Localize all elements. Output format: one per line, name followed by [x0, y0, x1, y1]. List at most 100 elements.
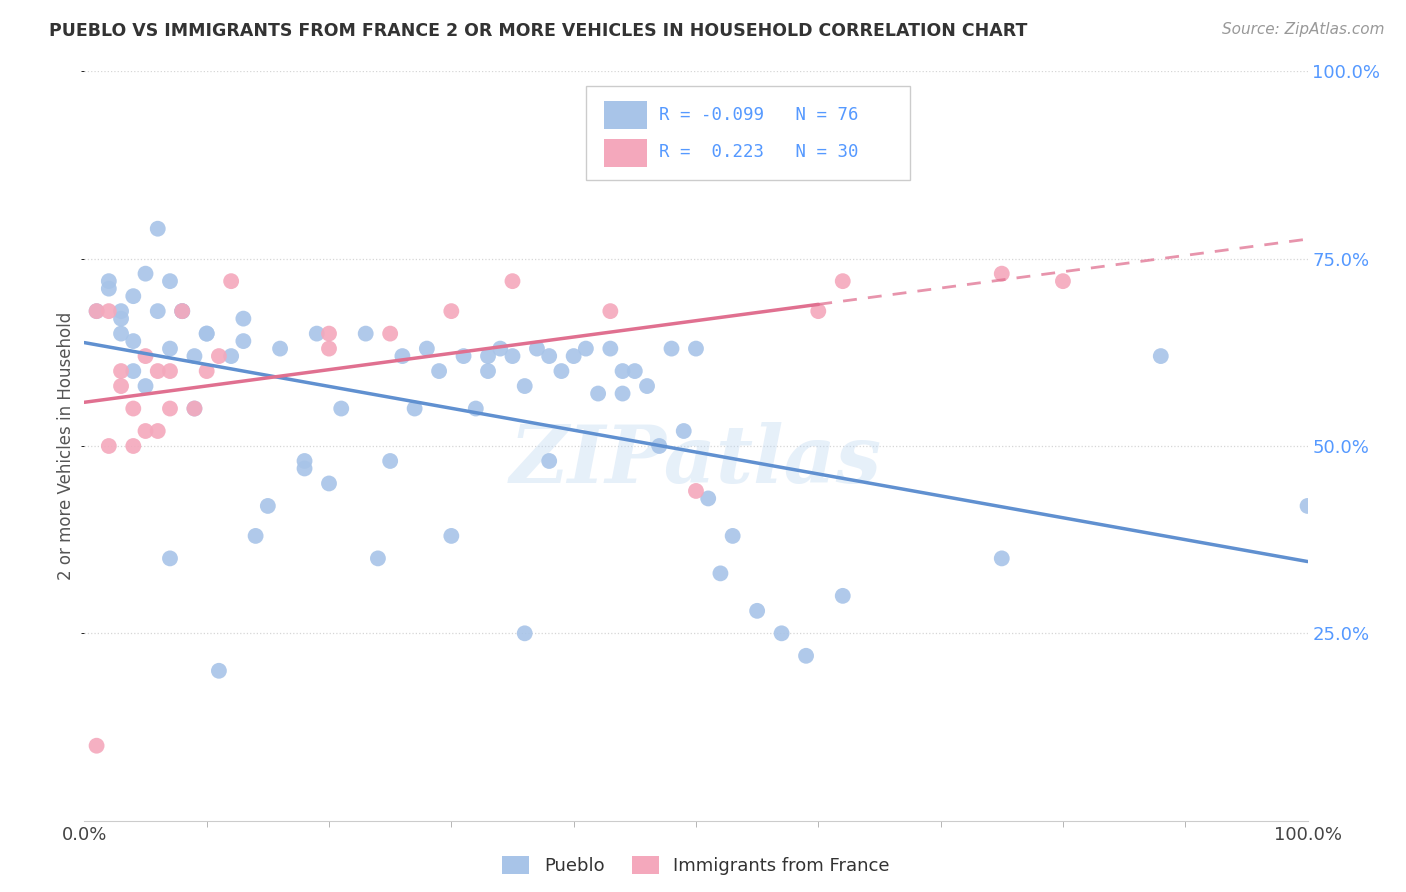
Point [97, 439, 120, 453]
Point [110, 326, 132, 341]
Point [232, 334, 254, 348]
Point [367, 551, 389, 566]
Point [159, 342, 181, 356]
Point [477, 349, 499, 363]
Point [770, 626, 793, 640]
Point [122, 334, 145, 348]
Text: PUEBLO VS IMMIGRANTS FROM FRANCE 2 OR MORE VEHICLES IN HOUSEHOLD CORRELATION CHA: PUEBLO VS IMMIGRANTS FROM FRANCE 2 OR MO… [49, 22, 1028, 40]
Point [440, 304, 463, 318]
Point [195, 364, 218, 378]
Point [122, 289, 145, 303]
Point [550, 364, 572, 378]
Point [489, 342, 512, 356]
Point [183, 401, 205, 416]
Point [110, 311, 132, 326]
Point [232, 311, 254, 326]
Point [599, 304, 621, 318]
Point [159, 401, 181, 416]
FancyBboxPatch shape [605, 139, 647, 168]
Point [159, 364, 181, 378]
Point [464, 401, 486, 416]
Point [305, 326, 328, 341]
Point [294, 454, 316, 468]
Point [538, 454, 561, 468]
Point [257, 499, 280, 513]
Point [294, 461, 316, 475]
Point [513, 379, 536, 393]
Point [575, 342, 598, 356]
Point [1296, 499, 1319, 513]
Point [330, 401, 353, 416]
Point [172, 304, 194, 318]
Point [159, 551, 181, 566]
Point [219, 274, 242, 288]
Point [599, 342, 621, 356]
Point [747, 604, 769, 618]
Point [648, 439, 671, 453]
Point [612, 386, 634, 401]
Point [562, 349, 585, 363]
Point [427, 364, 450, 378]
Point [122, 401, 145, 416]
Point [685, 483, 707, 498]
Point [502, 274, 524, 288]
Point [697, 491, 720, 506]
Point [146, 424, 169, 438]
Point [453, 349, 475, 363]
Point [269, 342, 291, 356]
Point [183, 349, 205, 363]
Point [672, 424, 695, 438]
Point [440, 529, 463, 543]
Point [195, 326, 218, 341]
Text: R = -0.099   N = 76: R = -0.099 N = 76 [659, 106, 859, 124]
Point [135, 424, 157, 438]
Text: R =  0.223   N = 30: R = 0.223 N = 30 [659, 143, 859, 161]
Point [110, 364, 132, 378]
Point [380, 454, 402, 468]
Point [97, 274, 120, 288]
Point [354, 326, 377, 341]
Point [86, 739, 108, 753]
Point [183, 401, 205, 416]
Point [513, 626, 536, 640]
FancyBboxPatch shape [586, 87, 910, 180]
Point [146, 304, 169, 318]
Point [135, 267, 157, 281]
Point [612, 364, 634, 378]
Y-axis label: 2 or more Vehicles in Household: 2 or more Vehicles in Household [56, 312, 75, 580]
Point [831, 589, 853, 603]
Point [146, 364, 169, 378]
Point [1150, 349, 1173, 363]
Point [135, 379, 157, 393]
Point [110, 379, 132, 393]
Point [991, 551, 1014, 566]
Point [831, 274, 853, 288]
Point [97, 282, 120, 296]
Point [416, 342, 439, 356]
Point [97, 304, 120, 318]
Text: Source: ZipAtlas.com: Source: ZipAtlas.com [1222, 22, 1385, 37]
Point [172, 304, 194, 318]
Point [404, 401, 426, 416]
Point [391, 349, 413, 363]
Point [685, 342, 707, 356]
FancyBboxPatch shape [605, 101, 647, 129]
Point [318, 326, 340, 341]
Point [721, 529, 744, 543]
Legend: Pueblo, Immigrants from France: Pueblo, Immigrants from France [502, 856, 890, 875]
Point [794, 648, 817, 663]
Point [477, 364, 499, 378]
Point [208, 349, 231, 363]
Point [110, 304, 132, 318]
Point [122, 439, 145, 453]
Point [538, 349, 561, 363]
Point [661, 342, 683, 356]
Point [219, 349, 242, 363]
Point [991, 267, 1014, 281]
Point [159, 274, 181, 288]
Point [318, 476, 340, 491]
Point [208, 664, 231, 678]
Point [709, 566, 731, 581]
Point [586, 386, 609, 401]
Point [624, 364, 647, 378]
